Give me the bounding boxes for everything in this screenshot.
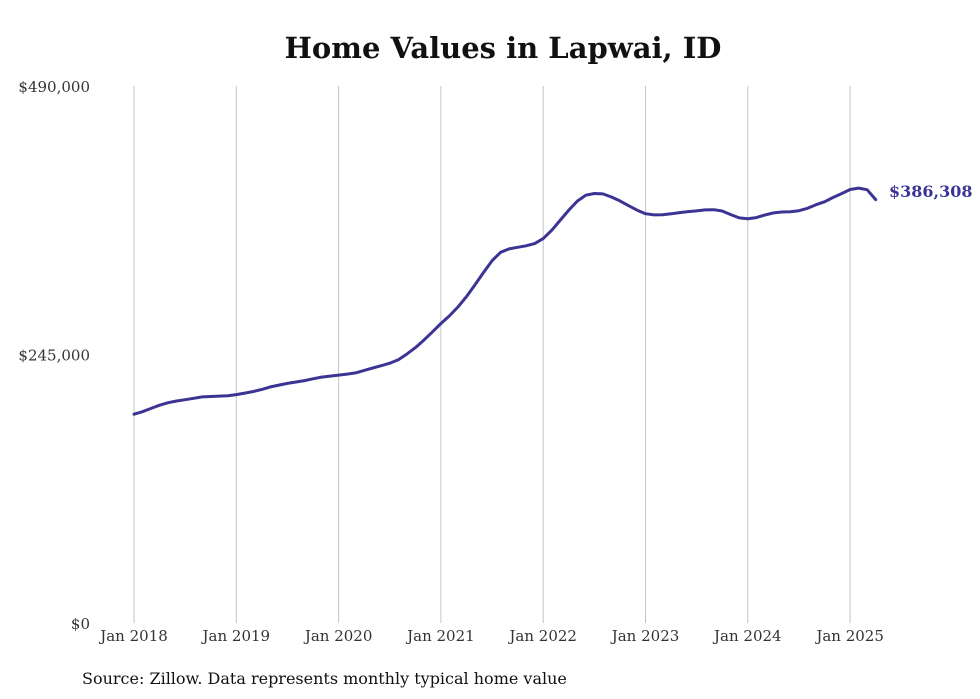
x-tick-label: Jan 2024 <box>712 627 782 645</box>
x-axis-ticks: Jan 2018 Jan 2019 Jan 2020 Jan 2021 Jan 2022… <box>98 627 884 645</box>
x-tick-label: Jan 2019 <box>201 627 271 645</box>
y-tick-label: $490,000 <box>18 78 90 96</box>
y-axis-ticks: $0 $245,000 $490,000 <box>18 78 90 633</box>
y-tick-label: $0 <box>71 615 90 633</box>
x-tick-label: Jan 2022 <box>507 627 577 645</box>
y-tick-label: $245,000 <box>18 347 90 365</box>
series-line <box>132 186 878 416</box>
chart-title: Home Values in Lapwai, ID <box>285 31 722 65</box>
x-tick-label: Jan 2023 <box>610 627 680 645</box>
grid-lines <box>133 86 851 623</box>
x-tick-label: Jan 2021 <box>405 627 475 645</box>
end-value-label: $386,308 <box>889 182 973 201</box>
source-note: Source: Zillow. Data represents monthly … <box>82 669 567 688</box>
x-tick-label: Jan 2025 <box>814 627 884 645</box>
x-tick-label: Jan 2018 <box>98 627 168 645</box>
x-tick-label: Jan 2020 <box>303 627 373 645</box>
